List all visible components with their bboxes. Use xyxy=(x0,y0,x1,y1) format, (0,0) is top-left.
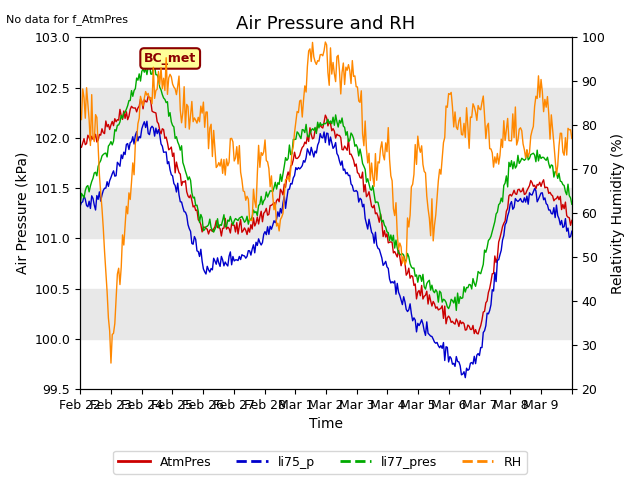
Title: Air Pressure and RH: Air Pressure and RH xyxy=(236,15,415,33)
Bar xyxy=(80,288,572,339)
Bar xyxy=(80,87,572,138)
Legend: AtmPres, li75_p, li77_pres, RH: AtmPres, li75_p, li77_pres, RH xyxy=(113,451,527,474)
Y-axis label: Relativity Humidity (%): Relativity Humidity (%) xyxy=(611,133,625,294)
Text: No data for f_AtmPres: No data for f_AtmPres xyxy=(6,14,129,25)
X-axis label: Time: Time xyxy=(309,418,343,432)
Bar xyxy=(80,188,572,239)
Text: BC_met: BC_met xyxy=(144,52,196,65)
Y-axis label: Air Pressure (kPa): Air Pressure (kPa) xyxy=(15,152,29,275)
